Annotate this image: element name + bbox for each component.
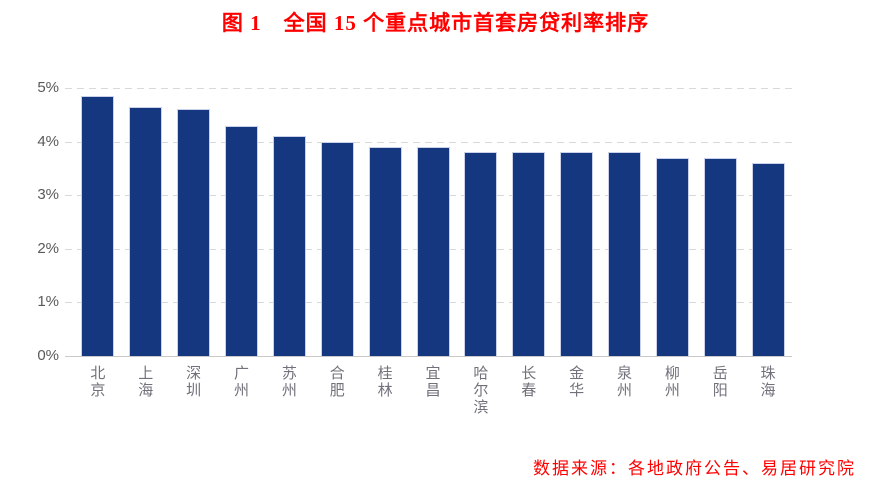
x-axis-label-上海: 上 海 (138, 365, 154, 399)
x-axis-label-珠海: 珠 海 (760, 365, 776, 399)
bar-深圳 (177, 109, 211, 356)
bar-广州 (225, 125, 259, 356)
x-axis-label-桂林: 桂 林 (377, 365, 393, 399)
gridline-4% (65, 141, 792, 143)
bar-柳州 (655, 157, 689, 356)
bar-上海 (129, 106, 163, 356)
y-axis-tick-2%: 2% (37, 239, 59, 257)
bar-桂林 (368, 146, 402, 356)
x-axis-label-柳州: 柳 州 (664, 365, 680, 399)
x-axis-label-深圳: 深 圳 (186, 365, 202, 399)
x-axis-label-哈尔滨: 哈 尔 滨 (473, 365, 489, 416)
bar-苏州 (272, 136, 306, 356)
x-axis-label-泉州: 泉 州 (616, 365, 632, 399)
y-axis-tick-4%: 4% (37, 132, 59, 150)
y-axis-tick-1%: 1% (37, 293, 59, 311)
x-axis-label-合肥: 合 肥 (329, 365, 345, 399)
source-note: 数据来源：各地政府公告、易居研究院 (533, 459, 856, 478)
bar-合肥 (320, 141, 354, 356)
bar-哈尔滨 (464, 152, 498, 356)
x-axis-label-苏州: 苏 州 (281, 365, 297, 399)
y-axis-tick-3%: 3% (37, 186, 59, 204)
bar-北京 (81, 96, 115, 356)
gridline-5% (65, 88, 792, 89)
plot-area: 0% 1% 2% 3% 4% 5% 北 京 上 海 深 圳 广 州 苏 州 合 肥 桂 林 宜 昌 哈 尔 … (37, 79, 792, 416)
y-axis-tick-5%: 5% (37, 79, 59, 96)
x-axis-label-宜昌: 宜 昌 (425, 365, 441, 399)
bar-金华 (560, 152, 594, 356)
bar-岳阳 (703, 157, 737, 356)
bar-泉州 (607, 152, 641, 356)
x-axis-label-长春: 长 春 (521, 365, 537, 399)
bar-长春 (512, 152, 546, 356)
x-axis-label-岳阳: 岳 阳 (712, 365, 728, 399)
bar-珠海 (751, 163, 785, 356)
x-axis-label-北京: 北 京 (90, 365, 106, 399)
chart-title: 图 1 全国 15 个重点城市首套房贷利率排序 (221, 11, 650, 35)
bar-宜昌 (416, 146, 450, 356)
x-axis-label-广州: 广 州 (234, 365, 250, 399)
y-axis-tick-0%: 0% (37, 347, 59, 364)
x-axis-label-金华: 金 华 (569, 365, 585, 399)
